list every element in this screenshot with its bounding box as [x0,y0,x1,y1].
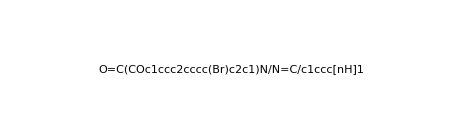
Text: O=C(COc1ccc2cccc(Br)c2c1)N/N=C/c1ccc[nH]1: O=C(COc1ccc2cccc(Br)c2c1)N/N=C/c1ccc[nH]… [98,64,364,74]
